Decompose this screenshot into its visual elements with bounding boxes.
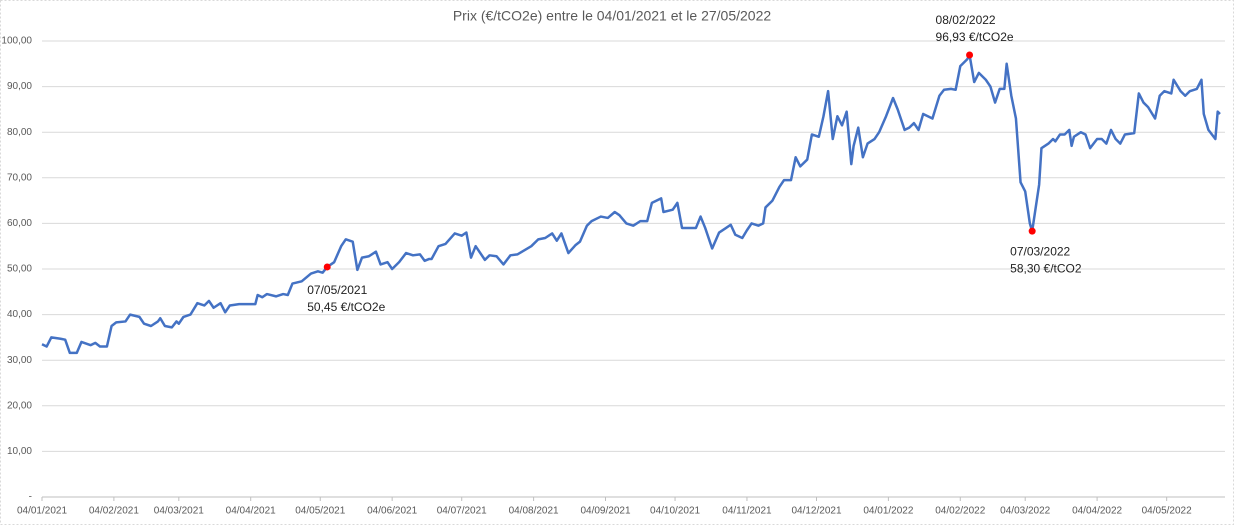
x-tick-label: 04/03/2021 bbox=[154, 506, 204, 517]
annotation-label: 96,93 €/tCO2e bbox=[936, 30, 1014, 44]
y-tick-label: 40,00 bbox=[7, 309, 32, 320]
x-tick-label: 04/08/2021 bbox=[509, 506, 559, 517]
highlight-point bbox=[966, 51, 974, 59]
y-tick-label: 20,00 bbox=[7, 400, 32, 411]
y-tick-label: 70,00 bbox=[7, 172, 32, 183]
y-tick-label: 10,00 bbox=[7, 446, 32, 457]
x-tick-label: 04/02/2021 bbox=[89, 506, 139, 517]
y-tick-label: 100,00 bbox=[1, 36, 32, 47]
y-tick-label: 60,00 bbox=[7, 218, 32, 229]
x-tick-label: 04/04/2022 bbox=[1072, 506, 1122, 517]
x-tick-label: 04/05/2021 bbox=[295, 506, 345, 517]
annotation-label: 07/05/2021 bbox=[307, 283, 367, 297]
annotation-label: 07/03/2022 bbox=[1010, 244, 1070, 258]
price-line bbox=[41, 53, 1221, 355]
x-tick-label: 04/01/2022 bbox=[863, 506, 913, 517]
y-tick-label: 30,00 bbox=[7, 355, 32, 366]
x-tick-label: 04/12/2021 bbox=[791, 506, 841, 517]
annotation-label: 08/02/2022 bbox=[936, 13, 996, 27]
x-tick-label: 04/01/2021 bbox=[17, 506, 67, 517]
highlight-point bbox=[323, 263, 331, 271]
y-tick-label: 80,00 bbox=[7, 127, 32, 138]
x-tick-label: 04/05/2022 bbox=[1142, 506, 1192, 517]
annotation-label: 58,30 €/tCO2 bbox=[1010, 261, 1082, 275]
x-tick-label: 04/11/2021 bbox=[722, 506, 772, 517]
x-tick-label: 04/10/2021 bbox=[650, 506, 700, 517]
x-tick-label: 04/09/2021 bbox=[580, 506, 630, 517]
y-tick-label: 50,00 bbox=[7, 264, 32, 275]
x-tick-label: 04/02/2022 bbox=[935, 506, 985, 517]
x-tick-label: 04/07/2021 bbox=[437, 506, 487, 517]
y-tick-label: - bbox=[29, 492, 32, 503]
chart-title: Prix (€/tCO2e) entre le 04/01/2021 et le… bbox=[453, 8, 772, 24]
highlight-point bbox=[1028, 227, 1036, 235]
x-tick-label: 04/03/2022 bbox=[1000, 506, 1050, 517]
x-tick-label: 04/06/2021 bbox=[367, 506, 417, 517]
y-tick-label: 90,00 bbox=[7, 81, 32, 92]
x-tick-label: 04/04/2021 bbox=[226, 506, 276, 517]
annotation-label: 50,45 €/tCO2e bbox=[307, 300, 385, 314]
